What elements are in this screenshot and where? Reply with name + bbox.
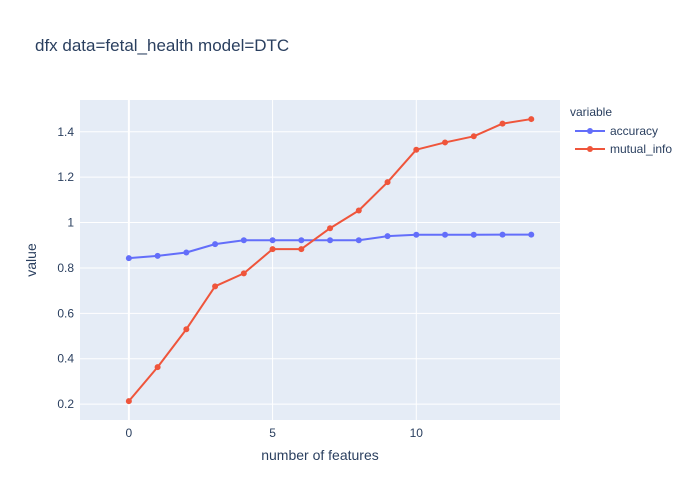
data-point[interactable] xyxy=(327,225,334,232)
legend-label: mutual_info xyxy=(610,142,672,156)
series-layer xyxy=(125,116,535,405)
data-point[interactable] xyxy=(413,146,420,153)
legend-marker-swatch xyxy=(587,146,593,152)
data-point[interactable] xyxy=(384,179,391,186)
plot-area xyxy=(80,100,560,420)
y-axis-ticks: 0.2 0.4 0.6 0.8 1 1.2 1.4 xyxy=(57,125,74,411)
y-axis-label: value xyxy=(23,243,39,277)
data-point[interactable] xyxy=(212,283,219,290)
x-tick-label: 0 xyxy=(126,426,133,440)
data-point[interactable] xyxy=(154,252,161,259)
x-axis-ticks: 0 5 10 xyxy=(126,426,424,440)
data-point[interactable] xyxy=(154,364,161,371)
legend-title: variable xyxy=(570,105,612,119)
y-tick-label: 0.2 xyxy=(57,397,74,411)
x-axis-label: number of features xyxy=(261,447,379,463)
data-point[interactable] xyxy=(269,237,276,244)
data-point[interactable] xyxy=(298,246,305,253)
legend: variable accuracy mutual_info xyxy=(570,105,672,156)
series-accuracy xyxy=(125,231,535,262)
y-tick-label: 1 xyxy=(67,216,74,230)
data-point[interactable] xyxy=(413,231,420,238)
data-point[interactable] xyxy=(212,241,219,248)
data-point[interactable] xyxy=(269,246,276,253)
data-point[interactable] xyxy=(355,207,362,214)
legend-label: accuracy xyxy=(610,124,658,138)
y-tick-label: 1.4 xyxy=(57,125,74,139)
legend-item-accuracy[interactable]: accuracy xyxy=(575,124,658,138)
plot-background xyxy=(80,100,560,420)
series-mutual-info xyxy=(125,116,535,405)
y-tick-label: 0.6 xyxy=(57,306,74,320)
data-point[interactable] xyxy=(442,139,449,146)
data-point[interactable] xyxy=(499,231,506,238)
y-tick-label: 0.8 xyxy=(57,261,74,275)
y-tick-label: 0.4 xyxy=(57,352,74,366)
data-point[interactable] xyxy=(528,116,535,123)
data-point[interactable] xyxy=(528,231,535,238)
data-point[interactable] xyxy=(470,231,477,238)
grid-lines xyxy=(80,100,560,420)
data-point[interactable] xyxy=(327,237,334,244)
data-point[interactable] xyxy=(240,237,247,244)
data-point[interactable] xyxy=(125,398,132,405)
y-tick-label: 1.2 xyxy=(57,170,74,184)
data-point[interactable] xyxy=(183,326,190,333)
data-point[interactable] xyxy=(355,237,362,244)
legend-items: accuracy mutual_info xyxy=(575,124,672,156)
data-point[interactable] xyxy=(298,237,305,244)
x-tick-label: 10 xyxy=(410,426,424,440)
x-tick-label: 5 xyxy=(269,426,276,440)
data-point[interactable] xyxy=(470,133,477,140)
data-point[interactable] xyxy=(183,249,190,256)
legend-item-mutual-info[interactable]: mutual_info xyxy=(575,142,672,156)
data-point[interactable] xyxy=(499,120,506,127)
chart-title: dfx data=fetal_health model=DTC xyxy=(35,36,289,55)
data-point[interactable] xyxy=(125,255,132,262)
data-point[interactable] xyxy=(442,231,449,238)
data-point[interactable] xyxy=(240,270,247,277)
legend-marker-swatch xyxy=(587,128,593,134)
data-point[interactable] xyxy=(384,233,391,240)
